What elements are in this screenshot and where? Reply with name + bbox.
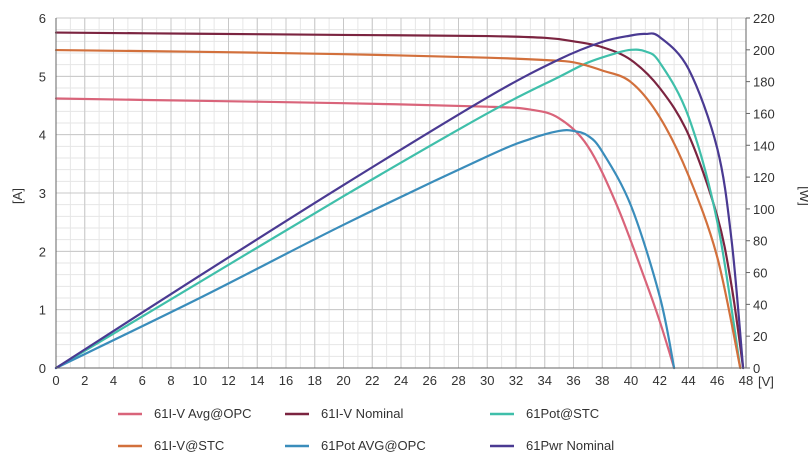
y-left-tick-label: 6 bbox=[39, 11, 46, 26]
x-tick-label: 46 bbox=[710, 373, 724, 388]
x-tick-label: 28 bbox=[451, 373, 465, 388]
y-right-tick-label: 220 bbox=[753, 11, 775, 26]
y-right-tick-label: 200 bbox=[753, 43, 775, 58]
y-right-axis-label: [W] bbox=[797, 186, 808, 206]
y-right-tick-label: 160 bbox=[753, 106, 775, 121]
y-right-tick-label: 0 bbox=[753, 361, 760, 376]
x-tick-label: 14 bbox=[250, 373, 264, 388]
x-tick-label: 2 bbox=[81, 373, 88, 388]
x-tick-label: 22 bbox=[365, 373, 379, 388]
y-left-tick-label: 3 bbox=[39, 186, 46, 201]
legend-label-61pot-stc: 61Pot@STC bbox=[526, 406, 599, 421]
legend-label-61i-v-stc: 61I-V@STC bbox=[154, 438, 224, 453]
legend-label-61pwr-nominal: 61Pwr Nominal bbox=[526, 438, 614, 453]
y-right-tick-label: 140 bbox=[753, 138, 775, 153]
legend-label-61i-v-nominal: 61I-V Nominal bbox=[321, 406, 403, 421]
x-tick-label: 36 bbox=[566, 373, 580, 388]
y-right-tick-label: 100 bbox=[753, 202, 775, 217]
x-tick-label: 4 bbox=[110, 373, 117, 388]
series-line-61i-v-stc bbox=[54, 48, 742, 370]
x-tick-label: 34 bbox=[538, 373, 552, 388]
series-layer bbox=[54, 31, 745, 370]
y-right-tick-label: 40 bbox=[753, 297, 767, 312]
x-tick-label: 32 bbox=[509, 373, 523, 388]
series-line-61i-v-avg-opc bbox=[54, 97, 676, 370]
x-tick-label: 48 bbox=[739, 373, 753, 388]
x-tick-label: 20 bbox=[336, 373, 350, 388]
legend-label-61pot-avg-opc: 61Pot AVG@OPC bbox=[321, 438, 426, 453]
x-tick-label: 12 bbox=[221, 373, 235, 388]
y-left-tick-label: 5 bbox=[39, 69, 46, 84]
x-tick-label: 38 bbox=[595, 373, 609, 388]
y-right-tick-label: 20 bbox=[753, 329, 767, 344]
y-right-tick-label: 120 bbox=[753, 170, 775, 185]
y-left-tick-label: 0 bbox=[39, 361, 46, 376]
series-line-61pot-avg-opc bbox=[54, 129, 676, 370]
y-left-axis-label: [A] bbox=[10, 188, 25, 204]
y-right-tick-label: 180 bbox=[753, 75, 775, 90]
x-tick-label: 10 bbox=[193, 373, 207, 388]
y-right-tick-label: 80 bbox=[753, 234, 767, 249]
grid bbox=[55, 17, 747, 369]
y-left-tick-label: 1 bbox=[39, 303, 46, 318]
legend-label-61i-v-avg-opc: 61I-V Avg@OPC bbox=[154, 406, 252, 421]
y-left-tick-label: 4 bbox=[39, 128, 46, 143]
series-line-61pwr-nominal bbox=[54, 32, 745, 370]
x-tick-label: 26 bbox=[423, 373, 437, 388]
x-tick-label: 24 bbox=[394, 373, 408, 388]
series-line-61pot-stc bbox=[54, 48, 742, 370]
x-tick-label: 16 bbox=[279, 373, 293, 388]
x-tick-label: 6 bbox=[139, 373, 146, 388]
y-right-tick-label: 60 bbox=[753, 266, 767, 281]
x-tick-label: 30 bbox=[480, 373, 494, 388]
x-tick-label: 44 bbox=[681, 373, 695, 388]
x-tick-label: 0 bbox=[52, 373, 59, 388]
x-tick-label: 40 bbox=[624, 373, 638, 388]
x-tick-label: 8 bbox=[167, 373, 174, 388]
x-tick-label: 42 bbox=[653, 373, 667, 388]
y-left-tick-label: 2 bbox=[39, 244, 46, 259]
x-axis-unit-label: [V] bbox=[758, 374, 774, 389]
x-tick-label: 18 bbox=[308, 373, 322, 388]
axes: 0 2 4 6 8 10 12 14 16 18 20 22 24 26 28 30 32 34 36 38 40 42 4… bbox=[39, 11, 775, 388]
legend: 61I-V Avg@OPC 61I-V Nominal 61Pot@STC 61I-V… bbox=[118, 406, 614, 453]
